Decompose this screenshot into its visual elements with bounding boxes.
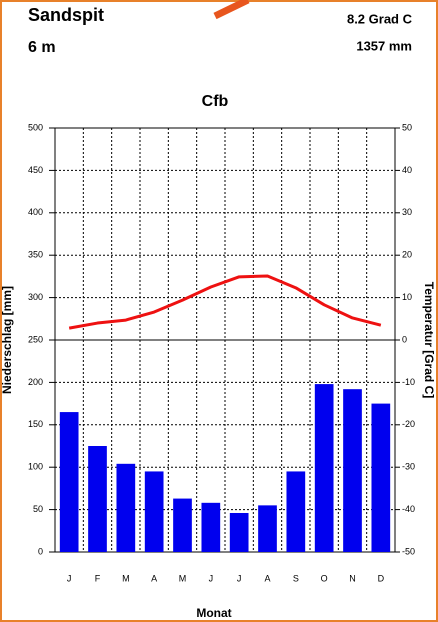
bar — [173, 498, 192, 552]
y-tick-label: 0 — [38, 546, 43, 556]
elevation: 6 m — [28, 39, 56, 56]
bar — [286, 471, 306, 552]
y-tick-label: 400 — [28, 207, 43, 217]
bar — [59, 412, 79, 552]
bar — [201, 502, 221, 552]
y2-tick-label: 20 — [402, 250, 412, 260]
x-tick-label: M — [122, 573, 130, 583]
bar — [343, 389, 362, 552]
x-tick-label: O — [321, 573, 328, 583]
x-tick-label: F — [95, 573, 101, 583]
y-tick-label: 300 — [28, 292, 43, 302]
decoration — [213, 0, 250, 20]
station: Sandspit — [28, 5, 104, 25]
x-tick-label: J — [237, 573, 242, 583]
x-tick-label: J — [67, 573, 72, 583]
y-tick-label: 450 — [28, 165, 43, 175]
x-tick-label: A — [151, 573, 157, 583]
x-tick-label: N — [349, 573, 356, 583]
x-tick-label: J — [209, 573, 214, 583]
bar — [88, 446, 107, 552]
x-tick-label: M — [179, 573, 187, 583]
y-tick-label: 350 — [28, 250, 43, 260]
y2-tick-label: 40 — [402, 165, 412, 175]
line — [68, 274, 382, 330]
y2-tick-label: -20 — [402, 419, 415, 429]
y-tick-label: 50 — [33, 504, 43, 514]
mean-temp: 8.2 Grad C — [347, 11, 413, 26]
y-tick-label: 200 — [28, 377, 43, 387]
y2-tick-label: 0 — [402, 334, 407, 344]
x-tick-label: D — [378, 573, 385, 583]
plot-border — [54, 127, 396, 553]
y-tick-label: 500 — [28, 122, 43, 132]
x-tick-label: S — [293, 573, 299, 583]
y-tick-label: 100 — [28, 462, 43, 472]
y-axis-label: Niederschlag [mm] — [0, 286, 14, 394]
bar — [371, 403, 391, 552]
y2-tick-label: -30 — [402, 462, 415, 472]
y2-tick-label: -10 — [402, 377, 415, 387]
annual-precip: 1357 mm — [356, 38, 412, 53]
y2-tick-label: -50 — [402, 546, 415, 556]
y2-tick-label: 50 — [402, 122, 412, 132]
bar — [116, 463, 136, 552]
bar — [314, 384, 334, 552]
y2-tick-label: 30 — [402, 207, 412, 217]
y2-tick-label: 10 — [402, 292, 412, 302]
x-axis-label: Monat — [196, 606, 231, 620]
y-tick-label: 150 — [28, 419, 43, 429]
bar — [229, 512, 249, 552]
y2-axis-label: Temperatur [Grad C] — [422, 282, 436, 398]
x-tick-label: A — [264, 573, 270, 583]
chart-title: Cfb — [202, 93, 229, 110]
y2-tick-label: -40 — [402, 504, 415, 514]
bar — [144, 471, 164, 552]
bar — [258, 505, 277, 552]
y-tick-label: 250 — [28, 334, 43, 344]
